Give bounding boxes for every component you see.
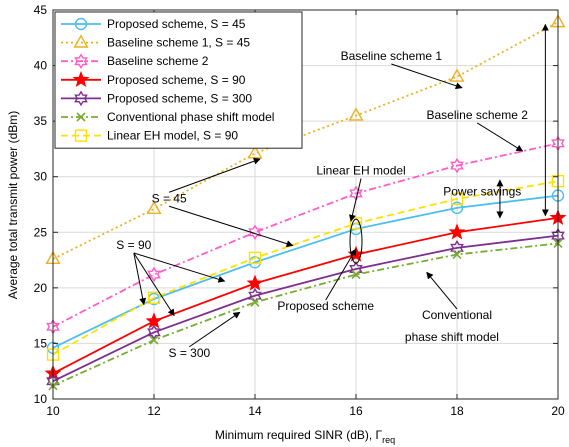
legend-label: Proposed scheme, S = 300 bbox=[107, 91, 252, 105]
series-line bbox=[52, 234, 559, 383]
data-point bbox=[250, 297, 260, 307]
data-point bbox=[349, 217, 363, 230]
series-line bbox=[52, 216, 559, 375]
data-point bbox=[247, 145, 263, 159]
annotation-label: Baseline scheme 2 bbox=[427, 108, 529, 122]
annotation-arrow bbox=[133, 252, 226, 283]
y-tick-label: 10 bbox=[34, 392, 48, 406]
x-axis-label-subscript: req bbox=[382, 435, 395, 445]
x-axis-label: Minimum required SINR (dB), Γreq bbox=[215, 428, 395, 445]
annotation-arrow bbox=[325, 248, 357, 301]
legend-label: Baseline scheme 2 bbox=[107, 54, 209, 68]
annotations-group: Baseline scheme 1 Baseline scheme 2 Linear… bbox=[116, 23, 549, 360]
legend-label: Linear EH model, S = 90 bbox=[107, 129, 238, 143]
legend-marker bbox=[74, 90, 88, 107]
legend-marker bbox=[76, 112, 86, 122]
annotation-arrow bbox=[348, 178, 362, 222]
data-point bbox=[147, 266, 161, 283]
legend-marker bbox=[74, 53, 88, 70]
legend-entry: Baseline scheme 1, S = 45 bbox=[61, 34, 250, 50]
legend-entry: Proposed scheme, S = 45 bbox=[61, 17, 246, 31]
legend-label: Baseline scheme 1, S = 45 bbox=[107, 36, 250, 50]
annotation-label: phase shift model bbox=[405, 330, 499, 344]
data-point bbox=[248, 251, 262, 265]
data-point bbox=[147, 291, 161, 305]
series-line bbox=[52, 21, 559, 260]
series-line bbox=[52, 180, 559, 356]
x-tick-label: 20 bbox=[551, 404, 565, 418]
annotation-label: Proposed scheme bbox=[277, 299, 374, 313]
data-point bbox=[448, 223, 466, 240]
x-tick-label: 12 bbox=[147, 404, 161, 418]
legend-label: Conventional phase shift model bbox=[107, 110, 274, 124]
legend-label: Proposed scheme, S = 90 bbox=[107, 73, 246, 87]
data-point bbox=[450, 201, 464, 215]
annotation-label: Baseline scheme 1 bbox=[341, 49, 443, 63]
legend-marker bbox=[74, 129, 88, 142]
annotation-arrow bbox=[133, 252, 147, 306]
legend: Proposed scheme, S = 45 Baseline scheme 1… bbox=[54, 11, 303, 149]
data-point bbox=[248, 224, 262, 241]
annotation-arrow bbox=[133, 252, 175, 317]
legend-entry: Conventional phase shift model bbox=[61, 110, 274, 124]
legend-marker bbox=[73, 34, 89, 48]
annotation-label: Power savings bbox=[443, 185, 521, 199]
data-point bbox=[145, 312, 163, 329]
legend-entry: Proposed scheme, S = 90 bbox=[61, 70, 246, 88]
legend-marker bbox=[72, 70, 90, 88]
legend-entry: Proposed scheme, S = 300 bbox=[61, 90, 252, 107]
y-tick-label: 25 bbox=[34, 225, 48, 239]
series-line bbox=[52, 242, 559, 387]
data-point bbox=[246, 274, 264, 291]
annotation-arrow bbox=[168, 157, 261, 193]
data-point bbox=[149, 335, 159, 345]
ticks-group: 10 12 14 16 18 20 10 15 20 25 30 35 40 45 bbox=[34, 3, 565, 418]
data-point bbox=[449, 68, 465, 82]
legend-entry: Linear EH model, S = 90 bbox=[61, 129, 238, 143]
annotation-arrow bbox=[168, 205, 294, 248]
data-point bbox=[351, 269, 361, 280]
y-axis-label: Average total transmit power (dBm) bbox=[6, 111, 20, 300]
x-tick-label: 18 bbox=[450, 404, 464, 418]
data-point bbox=[452, 249, 462, 260]
data-point bbox=[450, 157, 464, 174]
annotation-label: S = 45 bbox=[152, 191, 187, 205]
annotation-arrow bbox=[476, 122, 524, 152]
x-tick-label: 10 bbox=[46, 404, 60, 418]
annotation-label: Linear EH model bbox=[316, 163, 405, 177]
legend-marker bbox=[74, 17, 88, 31]
proposed-scheme-ellipse bbox=[349, 218, 363, 264]
x-tick-label: 16 bbox=[349, 404, 363, 418]
legend-label: Proposed scheme, S = 45 bbox=[107, 17, 246, 31]
y-tick-label: 35 bbox=[34, 114, 48, 128]
data-point bbox=[146, 200, 162, 215]
annotation-label: Conventional bbox=[422, 308, 492, 322]
y-tick-label: 30 bbox=[34, 170, 48, 184]
data-point bbox=[450, 192, 464, 206]
annotation-arrow bbox=[391, 63, 463, 90]
y-tick-label: 45 bbox=[34, 3, 48, 17]
annotation-arrow bbox=[189, 311, 241, 348]
annotation-label: S = 300 bbox=[168, 346, 210, 360]
series-line bbox=[52, 194, 559, 349]
data-point bbox=[147, 324, 161, 341]
plot-frame bbox=[52, 9, 559, 400]
annotation-arrow bbox=[426, 271, 458, 310]
legend-entry: Baseline scheme 2 bbox=[61, 53, 209, 70]
data-point bbox=[348, 107, 364, 121]
y-tick-label: 40 bbox=[34, 59, 48, 73]
x-tick-label: 14 bbox=[248, 404, 262, 418]
y-tick-label: 15 bbox=[34, 336, 48, 350]
annotation-label: S = 90 bbox=[116, 238, 151, 252]
y-tick-label: 20 bbox=[34, 281, 48, 295]
series-line bbox=[52, 142, 559, 328]
